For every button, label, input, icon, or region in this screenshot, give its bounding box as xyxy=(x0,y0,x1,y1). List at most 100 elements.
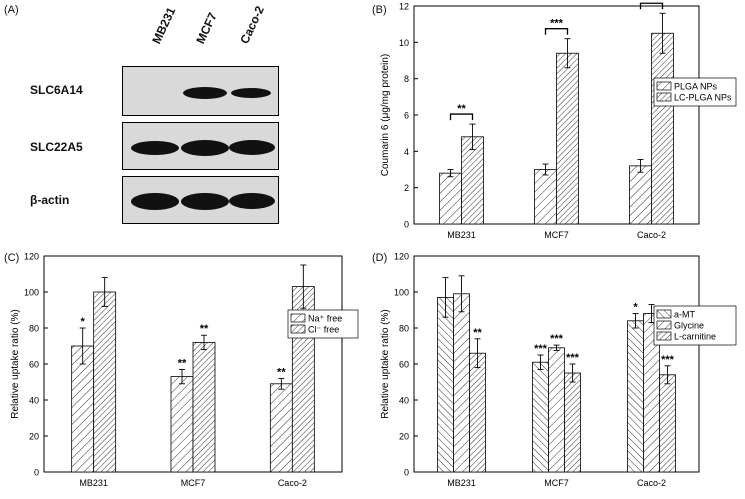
b-legend-label-1: LC-PLGA NPs xyxy=(674,93,732,103)
panel-a-blot: (A) MB231 MCF7 Caco-2 SLC6A14 SLC22A5 β-… xyxy=(0,0,370,240)
b-bracket-label-c2: *** xyxy=(645,0,659,4)
d-bar-s2-c0 xyxy=(469,352,486,473)
c-legend-label-1: Cl⁻ free xyxy=(308,325,339,335)
d-ytick-label-5: 100 xyxy=(394,288,409,298)
d-xtick-label-0: MB231 xyxy=(447,478,476,488)
d-ytick-label-4: 80 xyxy=(399,324,409,334)
c-bar-s0-c0 xyxy=(71,345,95,473)
c-bar-s0-c1 xyxy=(170,376,194,473)
c-ytick-label-2: 40 xyxy=(29,396,39,406)
chart-c: 0 20 40 60 80 100 120 Relative uptake ratio (%)… xyxy=(10,252,359,488)
c-star-s0-c0: * xyxy=(81,316,86,328)
b-legend-swatch-1 xyxy=(656,92,672,102)
blot-row-slc6a14 xyxy=(122,66,279,116)
d-legend-swatch-2 xyxy=(656,331,672,341)
d-bar-s0-c0 xyxy=(437,297,454,473)
d-bar-s1-c1 xyxy=(548,347,565,473)
c-star-s0-c2: ** xyxy=(277,366,286,378)
b-ytick-label-0: 0 xyxy=(404,220,409,230)
lane-label-0: MB231 xyxy=(149,5,179,47)
d-ytick-label-2: 40 xyxy=(399,396,409,406)
d-star-s0-c2: * xyxy=(633,302,638,314)
d-bar-s2-c2 xyxy=(659,374,676,473)
d-legend-label-2: L-carnitine xyxy=(674,332,716,342)
band-slc22a5-mcf7 xyxy=(181,140,229,156)
b-ytick-label-6: 12 xyxy=(399,2,409,12)
b-ytick-label-1: 2 xyxy=(404,183,409,193)
d-star-s1-c1: *** xyxy=(550,333,564,345)
c-xtick-label-2: Caco-2 xyxy=(278,478,307,488)
row-label-0: SLC6A14 xyxy=(30,83,83,97)
b-bracket-c1 xyxy=(544,28,569,35)
c-legend-swatch-1 xyxy=(290,324,306,334)
d-legend-label-1: Glycine xyxy=(674,321,704,331)
b-bar-s1-c1 xyxy=(556,52,579,225)
b-xtick-label-1: MCF7 xyxy=(544,230,569,240)
lane-label-1: MCF7 xyxy=(193,10,220,47)
panel-d-label: (D) xyxy=(372,252,388,264)
b-ytick-label-4: 8 xyxy=(404,74,409,84)
c-star-s1-c1: ** xyxy=(200,323,209,335)
d-bar-s0-c2 xyxy=(627,320,644,473)
d-bar-s2-c1 xyxy=(564,372,581,473)
c-ytick-label-6: 120 xyxy=(24,252,39,262)
b-bar-s1-c2 xyxy=(651,32,674,225)
d-ytick-label-6: 120 xyxy=(394,252,409,262)
band-bactin-caco2 xyxy=(229,193,275,209)
band-slc6a14-caco2 xyxy=(231,88,271,98)
b-bracket-c0 xyxy=(449,113,474,121)
d-star-s0-c1: *** xyxy=(534,343,548,355)
b-bar-s0-c0 xyxy=(439,172,462,225)
d-legend-label-0: a-MT xyxy=(674,310,695,320)
c-xtick-label-0: MB231 xyxy=(79,478,108,488)
band-slc22a5-mb231 xyxy=(131,141,179,155)
b-ylabel: Coumarin 6 (μg/mg protein) xyxy=(380,54,391,176)
d-xtick-label-2: Caco-2 xyxy=(637,478,666,488)
band-slc6a14-mcf7 xyxy=(183,87,227,99)
c-bar-s0-c2 xyxy=(269,383,293,473)
b-legend-label-0: PLGA NPs xyxy=(674,82,718,92)
b-ytick-label-5: 10 xyxy=(399,38,409,48)
d-star-s2-c0: ** xyxy=(473,327,482,339)
blot-row-bactin xyxy=(122,176,279,224)
d-ylabel: Relative uptake ratio (%) xyxy=(380,309,391,419)
d-ytick-label-1: 20 xyxy=(399,432,409,442)
d-star-s2-c1: *** xyxy=(566,352,580,364)
b-legend-swatch-0 xyxy=(656,81,672,91)
c-xtick-label-1: MCF7 xyxy=(181,478,206,488)
c-ytick-label-1: 20 xyxy=(29,432,39,442)
c-bar-s1-c1 xyxy=(192,342,216,473)
c-star-s0-c1: ** xyxy=(178,357,187,369)
band-bactin-mb231 xyxy=(131,193,179,210)
panel-a-label: (A) xyxy=(4,4,19,16)
d-star-s2-c2: *** xyxy=(661,354,675,366)
c-bar-s1-c0 xyxy=(93,291,117,473)
blot-row-slc22a5 xyxy=(122,122,279,170)
d-ytick-label-3: 60 xyxy=(399,360,409,370)
d-xtick-label-1: MCF7 xyxy=(544,478,569,488)
c-ytick-label-3: 60 xyxy=(29,360,39,370)
b-ytick-label-3: 6 xyxy=(404,111,409,121)
d-bar-s0-c1 xyxy=(532,361,549,473)
d-legend-swatch-1 xyxy=(656,320,672,330)
b-bracket-c2 xyxy=(639,2,664,10)
c-ytick-label-4: 80 xyxy=(29,324,39,334)
c-legend-label-0: Na⁺ free xyxy=(308,314,342,324)
c-legend-swatch-0 xyxy=(290,313,306,323)
d-bar-s1-c0 xyxy=(453,293,470,473)
b-bracket-label-c0: ** xyxy=(457,103,466,115)
d-ytick-label-0: 0 xyxy=(404,468,409,478)
b-bar-s0-c1 xyxy=(534,169,557,225)
b-xtick-label-2: Caco-2 xyxy=(637,230,666,240)
lane-label-2: Caco-2 xyxy=(237,3,267,47)
b-xtick-label-0: MB231 xyxy=(447,230,476,240)
d-legend-swatch-0 xyxy=(656,309,672,319)
panel-b-label: (B) xyxy=(372,4,387,16)
b-bracket-label-c1: *** xyxy=(550,18,564,30)
b-ytick-label-2: 4 xyxy=(404,147,409,157)
b-bar-s0-c2 xyxy=(629,165,652,225)
row-label-1: SLC22A5 xyxy=(30,140,83,154)
panel-c-label: (C) xyxy=(4,252,20,264)
c-ylabel: Relative uptake ratio (%) xyxy=(10,309,21,419)
chart-d: 0 20 40 60 80 100 120 Relative uptake ratio (%)… xyxy=(380,252,737,488)
